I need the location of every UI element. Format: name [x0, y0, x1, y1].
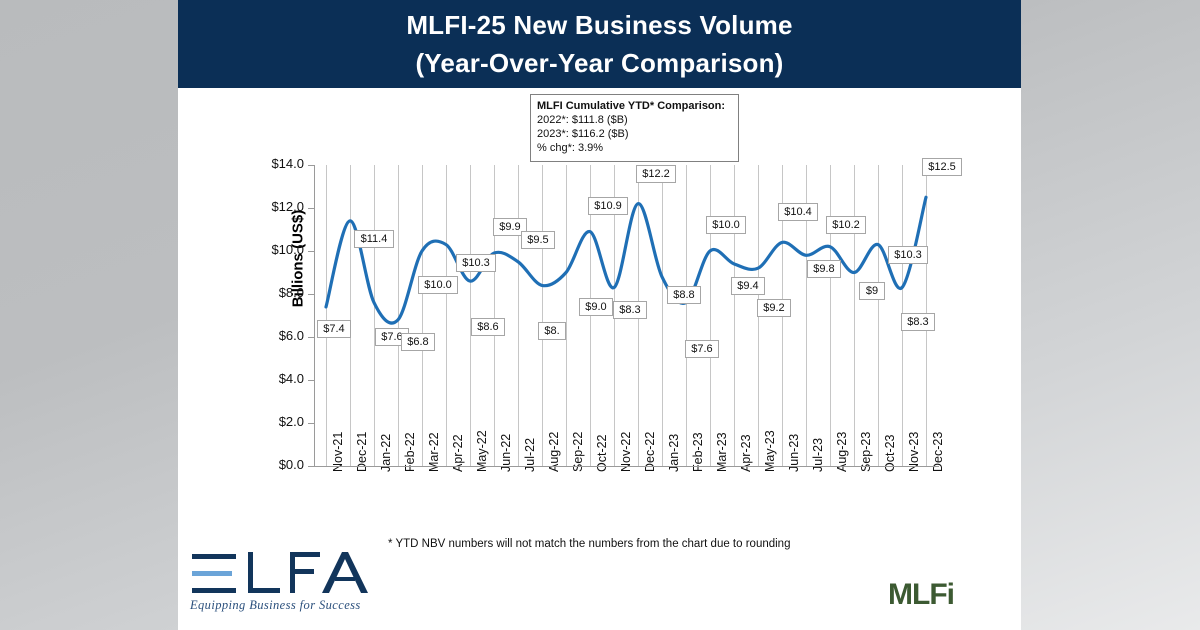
data-label: $10.0 [418, 276, 458, 294]
gridline [686, 165, 687, 466]
gridline [566, 165, 567, 466]
y-tick-mark [308, 423, 314, 424]
gridline [830, 165, 831, 466]
y-tick-mark [308, 337, 314, 338]
title-line-2: (Year-Over-Year Comparison) [415, 48, 784, 78]
data-label: $9.2 [757, 299, 791, 318]
y-tick-label: $10.0 [271, 242, 304, 257]
y-tick-mark [308, 294, 314, 295]
info-row-2022: 2022*: $111.8 ($B) [537, 114, 628, 126]
data-label: $10.2 [826, 215, 866, 234]
gridline [662, 165, 663, 466]
data-label: $8.3 [901, 312, 935, 331]
data-label: $9.4 [731, 276, 765, 295]
y-tick-label: $12.0 [271, 199, 304, 214]
data-label: $11.4 [354, 229, 394, 248]
data-label: $10.3 [456, 253, 496, 272]
y-tick-label: $14.0 [271, 156, 304, 171]
data-label: $8.6 [471, 318, 505, 337]
y-tick-label: $8.0 [278, 285, 304, 300]
data-label: $10.0 [706, 216, 746, 234]
slide-canvas: MLFI-25 New Business Volume (Year-Over-Y… [178, 0, 1021, 630]
y-tick-label: $2.0 [278, 414, 304, 429]
data-label: $8.3 [613, 300, 647, 319]
y-tick-label: $6.0 [278, 328, 304, 343]
data-label: $10.9 [588, 196, 628, 215]
data-label: $10.3 [888, 245, 928, 264]
elfa-mark-icon [192, 552, 368, 593]
data-label: $9 [859, 281, 885, 300]
y-tick-mark [308, 380, 314, 381]
data-label: $8.8 [667, 285, 701, 304]
data-label: $6.8 [401, 332, 435, 351]
footnote: * YTD NBV numbers will not match the num… [388, 538, 791, 550]
gridline [398, 165, 399, 466]
info-row-2023: 2023*: $116.2 ($B) [537, 128, 629, 140]
page-title: MLFI-25 New Business Volume (Year-Over-Y… [178, 6, 1021, 82]
data-label: $12.5 [922, 158, 962, 177]
gridline [518, 165, 519, 466]
elfa-tagline: Equipping Business for Success [190, 598, 361, 612]
y-tick-mark [308, 466, 314, 467]
data-label: $8. [538, 322, 566, 341]
gridline [806, 165, 807, 466]
title-line-1: MLFI-25 New Business Volume [406, 10, 793, 40]
gridline [854, 165, 855, 466]
gridline [374, 165, 375, 466]
data-label: $7.6 [375, 327, 409, 346]
elfa-logo: Equipping Business for Success [190, 550, 380, 618]
plot-area: $7.4 $11.4 $7.6 $6.8 $10.0 $10.3 $8.6 $9.9 $9.5 $… [314, 158, 962, 466]
title-bar: MLFI-25 New Business Volume (Year-Over-Y… [178, 0, 1021, 88]
data-label: $9.0 [579, 297, 613, 316]
info-heading: MLFI Cumulative YTD* Comparison: [537, 100, 726, 112]
series-line [324, 195, 928, 325]
mlfi-logo: MLFi [888, 578, 955, 611]
gridline [710, 165, 711, 466]
gridline [542, 165, 543, 466]
data-label: $7.4 [317, 319, 351, 338]
data-label: $10.4 [778, 203, 818, 222]
gridline [446, 165, 447, 466]
series-path [324, 195, 928, 325]
y-tick-mark [308, 208, 314, 209]
gridline [422, 165, 423, 466]
y-axis-line [314, 165, 315, 467]
gridline [470, 165, 471, 466]
data-label: $9.5 [521, 230, 555, 249]
data-label: $9.8 [807, 260, 841, 279]
gridline [494, 165, 495, 466]
y-tick-mark [308, 251, 314, 252]
gridline [878, 165, 879, 466]
gridline [350, 165, 351, 466]
info-row-pct-change: % chg*: 3.9% [537, 142, 604, 154]
y-tick-label: $0.0 [278, 457, 304, 472]
gridline [734, 165, 735, 466]
gridline [590, 165, 591, 466]
data-label: $9.9 [493, 218, 527, 237]
gridline [326, 165, 327, 466]
y-tick-mark [308, 165, 314, 166]
nbv-line-chart: Billions (US$) $0.0 $2.0 $4.0 $6.0 $8.0 $10.0… [178, 0, 1021, 630]
data-label: $7.6 [685, 339, 719, 358]
y-tick-label: $4.0 [278, 371, 304, 386]
x-axis-line [314, 466, 939, 467]
data-label: $12.2 [636, 164, 676, 183]
cumulative-ytd-info-box: MLFI Cumulative YTD* Comparison: 2022*: … [530, 94, 739, 162]
